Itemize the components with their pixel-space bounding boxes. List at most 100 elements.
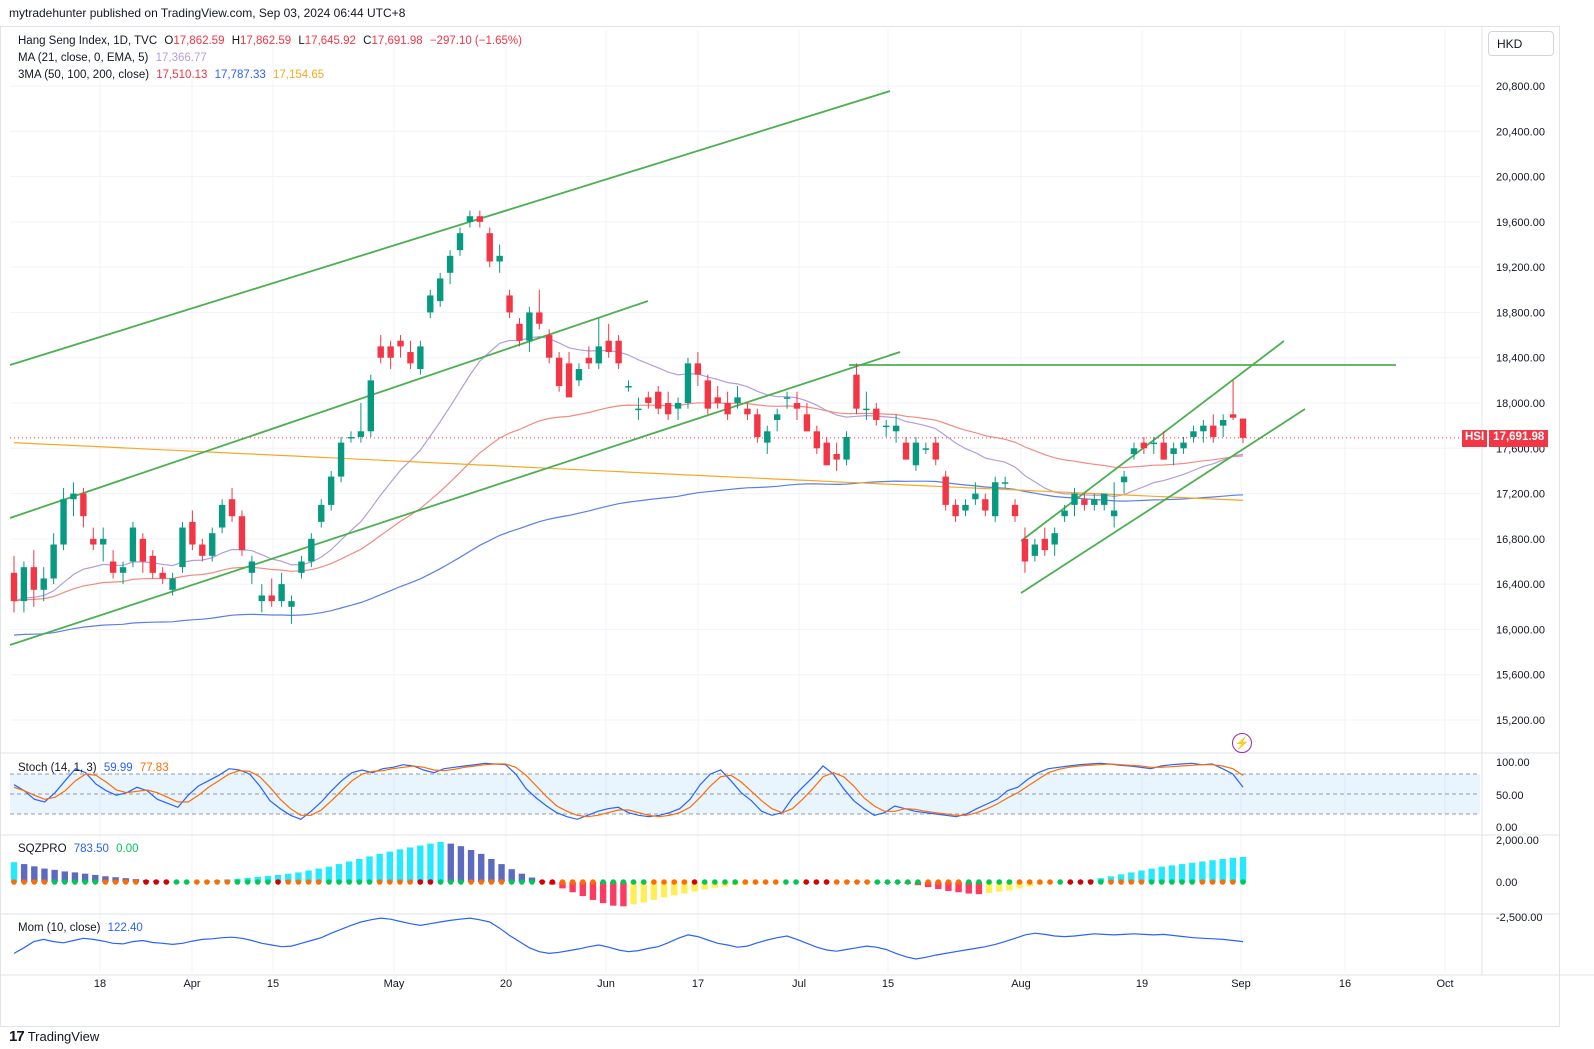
candle — [1160, 431, 1167, 460]
sqz-dot — [772, 879, 779, 885]
sqz-bar — [274, 874, 282, 882]
candle — [397, 335, 404, 358]
candle — [694, 352, 702, 387]
sqz-dot — [1057, 879, 1063, 885]
candle-body — [655, 391, 662, 409]
sqz-bar — [1239, 856, 1247, 882]
sqz-dot — [905, 879, 911, 885]
stoch-legend: Stoch (14, 1, 3) 59.99 77.83 — [18, 762, 169, 774]
sqz-dot — [1026, 879, 1033, 885]
tradingview-logo-icon: 17 — [9, 1028, 25, 1045]
candle — [625, 380, 632, 392]
sqz-dot — [986, 879, 992, 885]
candle — [1190, 425, 1197, 443]
sqz-dot — [336, 879, 342, 885]
candle — [119, 561, 127, 585]
candle — [655, 386, 662, 415]
candle-body — [863, 408, 870, 411]
sqz-bar — [315, 868, 322, 882]
candle-body — [169, 578, 176, 590]
ohlc-high: H17,862.59 — [231, 35, 292, 47]
sqz-bar — [945, 882, 952, 891]
candle-body — [744, 408, 751, 415]
sqz-bar — [406, 847, 414, 882]
candle — [516, 318, 523, 347]
sqz-dot — [1128, 879, 1135, 885]
candle-body — [1041, 538, 1048, 551]
sqz-dot — [864, 879, 870, 885]
last-price-value: 17,691.98 — [1489, 430, 1549, 447]
sqz-dot — [1158, 879, 1165, 885]
sqz-dot — [732, 879, 738, 885]
candle-body — [823, 442, 830, 466]
sqz-bar — [518, 873, 526, 882]
candle — [1041, 527, 1048, 556]
candle-body — [922, 448, 930, 450]
candle-body — [377, 346, 384, 358]
candle-body — [1219, 419, 1227, 426]
sqz-dot — [508, 879, 515, 885]
3ma-value-200: 17,154.65 — [273, 69, 325, 81]
sqz-dot — [661, 879, 667, 885]
candle-body — [199, 544, 206, 556]
3ma-legend: 3MA (50, 100, 200, close) 17,510.13 17,7… — [18, 69, 328, 81]
candle-body — [347, 436, 355, 439]
candle-body — [10, 572, 18, 602]
sqz-dot — [620, 879, 627, 885]
sqz-dot — [72, 879, 78, 885]
candle — [496, 244, 503, 273]
candle-body — [209, 533, 216, 556]
sqz-bar — [345, 861, 353, 882]
candle — [754, 408, 761, 443]
last-price-tag: HSI 17,691.98 — [1462, 430, 1549, 447]
price-tick-label: 19,600.00 — [1496, 217, 1545, 229]
sqz-bar — [71, 872, 79, 882]
sqz-dot — [112, 879, 119, 885]
currency-button[interactable]: HKD — [1488, 31, 1554, 56]
candle-body — [1011, 504, 1019, 517]
candle-body — [80, 493, 87, 517]
sqz-dot — [569, 879, 576, 885]
sqz-dot — [224, 879, 231, 885]
time-tick-label: Oct — [1436, 978, 1453, 990]
candle-body — [407, 352, 414, 364]
candle — [813, 425, 821, 454]
sqz-dot — [82, 879, 88, 885]
sqz-dot — [1169, 879, 1175, 885]
sqz-dot — [742, 879, 749, 885]
candle — [298, 555, 305, 579]
events-bolt-icon[interactable]: ⚡ — [1232, 733, 1252, 753]
ma50-line — [13, 402, 1244, 602]
candle — [100, 527, 107, 562]
candle — [456, 227, 464, 256]
sqz-dot — [204, 879, 210, 885]
candle — [1011, 499, 1019, 522]
sqz-dot — [498, 879, 505, 885]
channel-line — [9, 300, 649, 519]
candle-body — [754, 414, 761, 437]
candle-body — [268, 595, 275, 602]
sqz-dot — [976, 879, 982, 885]
candle-body — [119, 567, 127, 573]
candle — [476, 210, 484, 228]
candle-body — [694, 363, 702, 375]
time-tick-label: 18 — [94, 978, 106, 990]
sqz-bar — [1107, 876, 1115, 882]
candle — [357, 403, 365, 443]
candle — [734, 386, 741, 409]
sqz-dot — [691, 879, 698, 885]
candle — [466, 210, 474, 228]
ema21-line — [13, 335, 1244, 602]
candle-body — [1229, 414, 1237, 418]
sqz-dot — [1067, 879, 1074, 885]
candle — [30, 550, 38, 607]
sqz-dot — [925, 879, 931, 885]
channel-line — [9, 90, 891, 366]
sqz-dot — [447, 879, 454, 885]
sqz-dot — [1209, 879, 1216, 885]
candle — [635, 397, 642, 420]
sqz-dot — [1037, 879, 1043, 885]
sqz-dot — [1087, 879, 1094, 885]
candle — [268, 578, 275, 607]
